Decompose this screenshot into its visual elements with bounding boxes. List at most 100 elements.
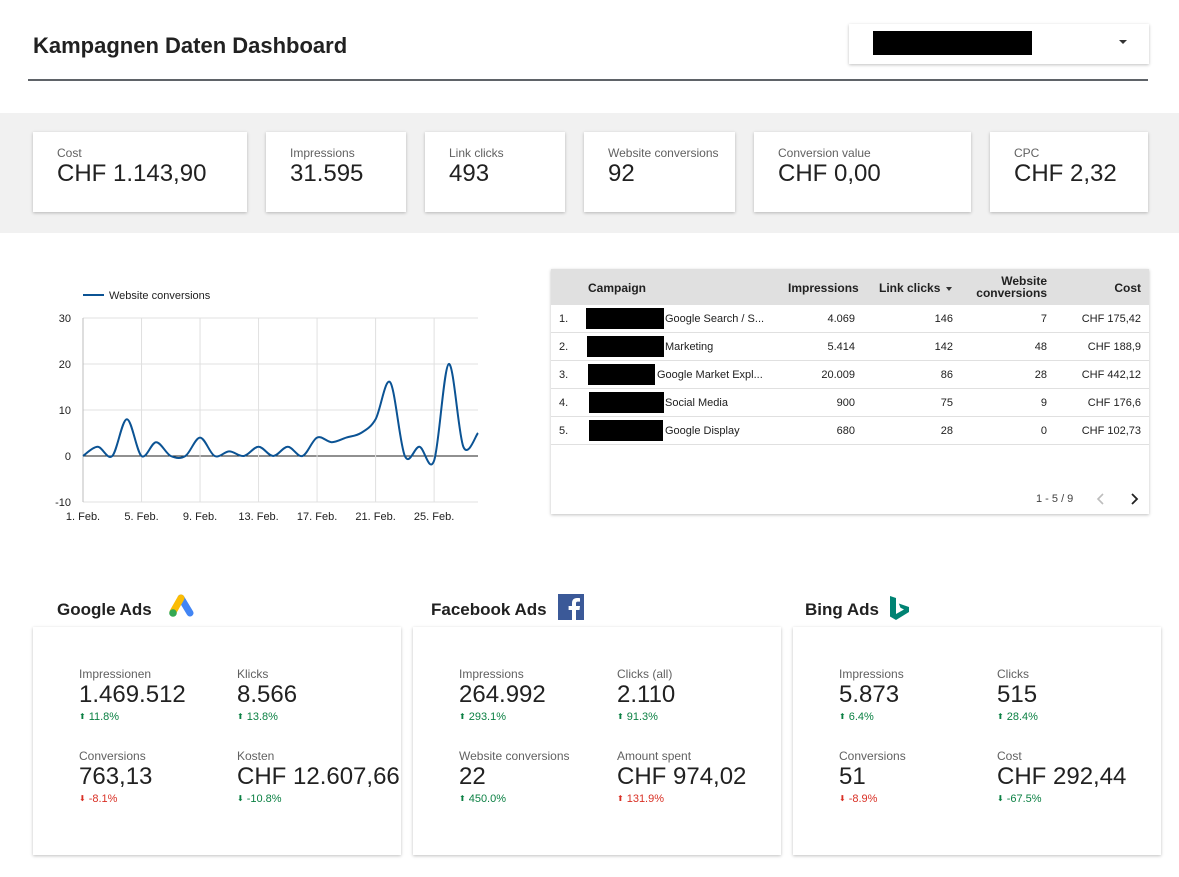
metric-label: Impressions [839,667,904,681]
kpi-cost: Cost CHF 1.143,90 [33,132,247,212]
metric-value: 515 [997,681,1038,708]
metric-value: 51 [839,763,866,790]
kpi-label: Conversion value [778,146,871,160]
table-row[interactable]: 5. Google Display 680 28 0 CHF 102,73 [551,417,1149,445]
kpi-value: CHF 1.143,90 [57,160,207,187]
metric-delta: ⬆ 13.8% [237,711,297,723]
previous-page-button[interactable] [1094,491,1108,507]
cell-cost: CHF 176,6 [1087,397,1141,409]
cell-conversions: 7 [1040,313,1047,325]
column-header-cost[interactable]: Cost [1114,281,1141,295]
metric-delta: ⬆ 293.1% [459,711,546,723]
metric-impressions: Impressionen 1.469.512 ⬆ 11.8% [79,667,186,723]
arrow-up-icon: ⬆ [839,712,846,721]
metric-delta: ⬆ 91.3% [617,711,675,723]
column-header-campaign[interactable]: Campaign [588,281,647,295]
cell-impressions: 20.009 [821,369,855,381]
kpi-website-conversions: Website conversions 92 [584,132,735,212]
metric-clicks: Clicks (all) 2.110 ⬆ 91.3% [617,667,675,723]
metric-delta: ⬇ -8.9% [839,793,906,805]
delta-value: 6.4% [848,711,874,723]
kpi-value: 493 [449,160,490,187]
metric-value: 5.873 [839,681,900,708]
row-number: 3. [559,369,569,381]
metric-value: 8.566 [237,681,298,708]
metric-conversions: Conversions 51 ⬇ -8.9% [839,749,906,805]
metric-label: Conversions [79,749,146,763]
arrow-up-icon: ⬆ [617,794,624,803]
cell-link-clicks: 75 [940,397,953,409]
redacted-campaign-prefix [587,336,664,357]
delta-value: -67.5% [1006,793,1042,805]
campaign-name: Google Search / S... [665,313,765,325]
facebook-ads-card: Impressions 264.992 ⬆ 293.1% Clicks (all)… [413,627,781,855]
arrow-down-icon: ⬇ [237,794,244,803]
kpi-conversion-value: Conversion value CHF 0,00 [754,132,971,212]
kpi-value: 92 [608,160,635,187]
column-header-impressions[interactable]: Impressions [788,281,859,295]
metric-clicks: Clicks 515 ⬆ 28.4% [997,667,1038,723]
column-header-line: conversions [976,286,1047,300]
metric-value: CHF 974,02 [617,763,747,790]
cell-link-clicks: 142 [934,341,953,353]
delta-value: -8.1% [88,793,118,805]
metric-delta: ⬇ -67.5% [997,793,1126,805]
cell-impressions: 4.069 [827,313,855,325]
kpi-link-clicks: Link clicks 493 [425,132,565,212]
cell-link-clicks: 146 [934,313,953,325]
metric-impressions: Impressions 264.992 ⬆ 293.1% [459,667,546,723]
metric-value: 22 [459,763,486,790]
kpi-label: Impressions [290,146,355,160]
redacted-campaign-prefix [589,392,664,413]
series-line [82,362,479,466]
campaign-name: Social Media [665,397,728,409]
metric-value: CHF 292,44 [997,763,1127,790]
table-row[interactable]: 3. Google Market Expl... 20.009 86 28 CH… [551,361,1149,389]
cell-link-clicks: 28 [940,425,953,437]
y-tick-label: 10 [59,405,71,417]
kpi-label: Website conversions [608,146,719,160]
chevron-left-icon [1096,493,1104,505]
campaign-name: Google Market Expl... [657,369,763,381]
metric-delta: ⬆ 28.4% [997,711,1038,723]
cell-impressions: 680 [836,425,855,437]
table-row[interactable]: 2. Marketing 5.414 142 48 CHF 188,9 [551,333,1149,361]
delta-value: 450.0% [468,793,507,805]
table-row[interactable]: 4. Social Media 900 75 9 CHF 176,6 [551,389,1149,417]
metric-label: Conversions [839,749,906,763]
metric-label: Kosten [237,749,275,763]
delta-value: -8.9% [848,793,878,805]
cell-impressions: 900 [836,397,855,409]
arrow-down-icon: ⬇ [79,794,86,803]
facebook-ads-heading: Facebook Ads [431,600,547,619]
cell-conversions: 0 [1040,425,1047,437]
delta-value: 28.4% [1006,711,1038,723]
google-ads-card: Impressionen 1.469.512 ⬆ 11.8% Klicks 8.5… [33,627,401,855]
next-page-button[interactable] [1127,491,1141,507]
metric-conversions: Conversions 763,13 ⬇ -8.1% [79,749,152,805]
metric-amount-spent: Amount spent CHF 974,02 ⬆ 131.9% [617,749,746,805]
cell-impressions: 5.414 [827,341,855,353]
arrow-up-icon: ⬆ [459,794,466,803]
campaign-filter-dropdown[interactable] [849,24,1149,64]
pagination-label: 1 - 5 / 9 [1036,493,1074,505]
column-header-website-conversions[interactable]: Website conversions [976,275,1047,299]
cell-cost: CHF 175,42 [1081,313,1141,325]
metric-clicks: Klicks 8.566 ⬆ 13.8% [237,667,297,723]
caret-down-icon [1119,40,1127,44]
x-tick-label: 1. Feb. [66,511,100,523]
bing-ads-heading: Bing Ads [805,600,879,619]
x-tick-label: 5. Feb. [124,511,158,523]
x-tick-label: 9. Feb. [183,511,217,523]
metric-label: Cost [997,749,1022,763]
table-row[interactable]: 1. Google Search / S... 4.069 146 7 CHF … [551,305,1149,333]
metric-cost: Cost CHF 292,44 ⬇ -67.5% [997,749,1126,805]
metric-cost: Kosten CHF 12.607,66 ⬇ -10.8% [237,749,400,805]
cell-cost: CHF 188,9 [1087,341,1141,353]
arrow-down-icon: ⬇ [839,794,846,803]
metric-value: CHF 12.607,66 [237,763,400,790]
metric-label: Impressionen [79,667,152,681]
column-header-link-clicks[interactable]: Link clicks [879,281,953,295]
kpi-impressions: Impressions 31.595 [266,132,406,212]
kpi-scorecards: Cost CHF 1.143,90 Impressions 31.595 Lin… [0,113,1179,233]
